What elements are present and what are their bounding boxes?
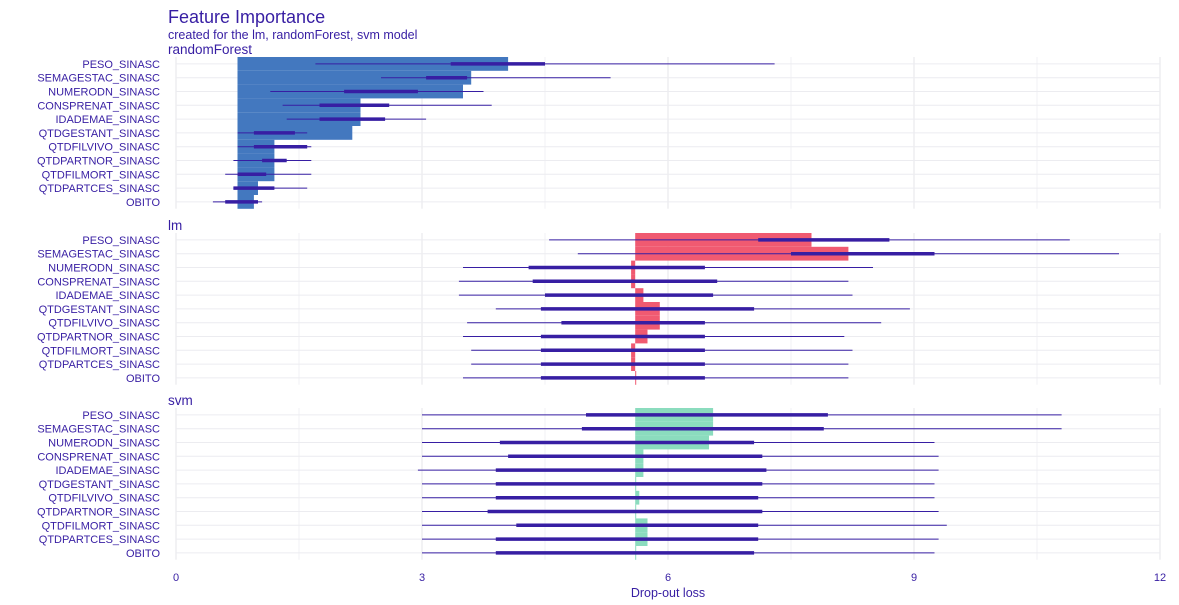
x-tick-label: 0 [173, 572, 179, 584]
feature-label: QTDPARTCES_SINASC [39, 183, 160, 195]
feature-label: IDADEMAE_SINASC [55, 465, 160, 477]
x-tick-label: 12 [1154, 572, 1166, 584]
panel-label: randomForest [168, 42, 252, 57]
feature-label: NUMERODN_SINASC [48, 87, 160, 99]
feature-label: QTDPARTNOR_SINASC [37, 507, 160, 519]
x-tick-label: 9 [911, 572, 917, 584]
feature-label: OBITO [126, 548, 160, 560]
feature-label: IDADEMAE_SINASC [55, 290, 160, 302]
chart-subtitle: created for the lm, randomForest, svm mo… [168, 28, 418, 42]
chart-title: Feature Importance [168, 7, 326, 27]
x-tick-label: 6 [665, 572, 671, 584]
feature-label: SEMAGESTAC_SINASC [37, 424, 160, 436]
feature-label: NUMERODN_SINASC [48, 263, 160, 275]
feature-label: QTDFILVIVO_SINASC [48, 493, 160, 505]
feature-label: QTDPARTCES_SINASC [39, 359, 160, 371]
feature-label: CONSPRENAT_SINASC [37, 276, 160, 288]
feature-label: QTDGESTANT_SINASC [39, 479, 160, 491]
feature-label: CONSPRENAT_SINASC [37, 451, 160, 463]
feature-label: QTDFILVIVO_SINASC [48, 142, 160, 154]
feature-label: NUMERODN_SINASC [48, 438, 160, 450]
feature-label: QTDFILMORT_SINASC [42, 520, 160, 532]
feature-label: PESO_SINASC [82, 410, 160, 422]
feature-label: SEMAGESTAC_SINASC [37, 73, 160, 85]
x-tick-label: 3 [419, 572, 425, 584]
panel-label: lm [168, 218, 182, 233]
feature-label: QTDPARTNOR_SINASC [37, 156, 160, 168]
feature-label: PESO_SINASC [82, 235, 160, 247]
bar [237, 70, 472, 85]
feature-label: SEMAGESTAC_SINASC [37, 249, 160, 261]
feature-label: PESO_SINASC [82, 59, 160, 71]
feature-label: OBITO [126, 197, 160, 209]
feature-label: CONSPRENAT_SINASC [37, 100, 160, 112]
panel-label: svm [168, 393, 193, 408]
feature-label: QTDPARTCES_SINASC [39, 534, 160, 546]
feature-label: QTDPARTNOR_SINASC [37, 332, 160, 344]
x-axis-label: Drop-out loss [631, 586, 705, 600]
feature-label: QTDFILMORT_SINASC [42, 169, 160, 181]
feature-label: IDADEMAE_SINASC [55, 114, 160, 126]
feature-label: QTDFILMORT_SINASC [42, 345, 160, 357]
feature-label: OBITO [126, 373, 160, 385]
feature-label: QTDFILVIVO_SINASC [48, 318, 160, 330]
feature-label: QTDGESTANT_SINASC [39, 304, 160, 316]
feature-label: QTDGESTANT_SINASC [39, 128, 160, 140]
